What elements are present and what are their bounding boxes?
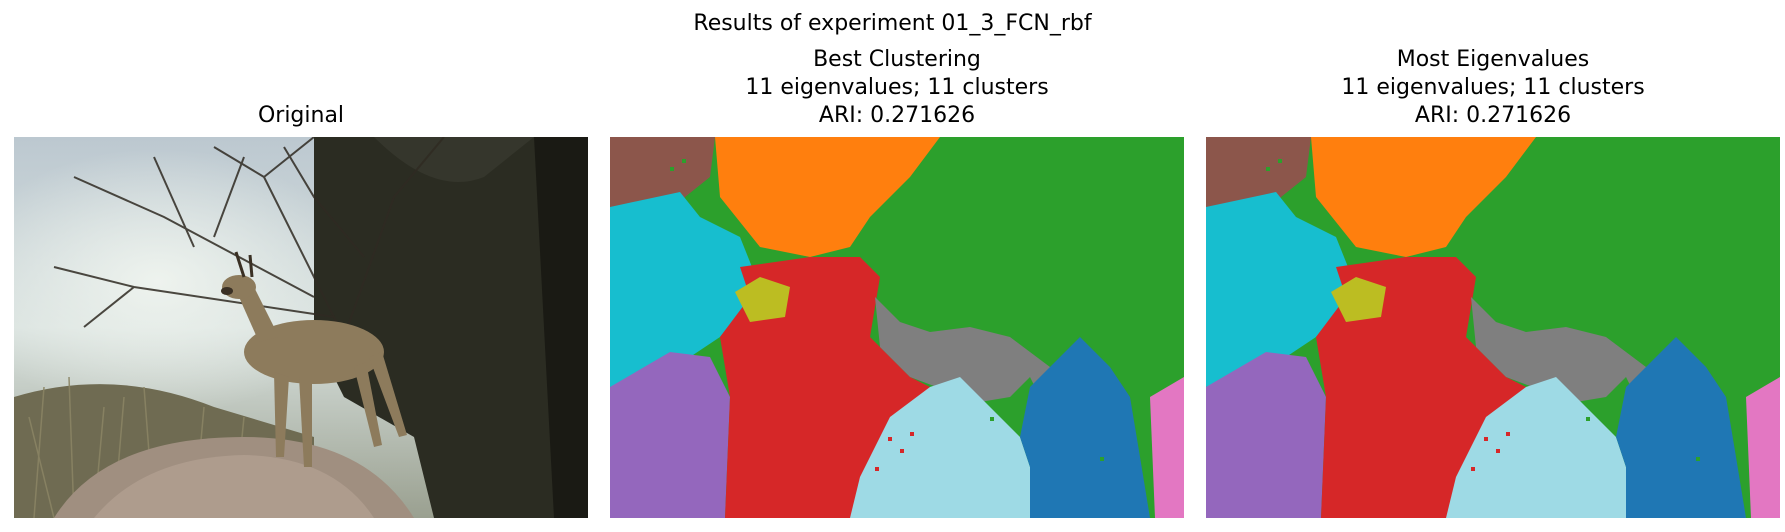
segmentation-map-most [1206, 137, 1780, 518]
panel-ari-line: ARI: 0.271626 [1414, 103, 1572, 128]
panel-subtitle-line: 11 eigenvalues; 11 clusters [1341, 75, 1645, 100]
segmentation-map-best [610, 137, 1184, 518]
panel-best-clustering: Best Clustering 11 eigenvalues; 11 clust… [610, 0, 1184, 532]
panel-title: Best Clustering 11 eigenvalues; 11 clust… [610, 46, 1184, 130]
panel-title: Most Eigenvalues 11 eigenvalues; 11 clus… [1206, 46, 1780, 130]
panel-most-eigenvalues: Most Eigenvalues 11 eigenvalues; 11 clus… [1206, 0, 1780, 532]
panel-title-line: Original [257, 103, 345, 128]
panel-subtitle-line: 11 eigenvalues; 11 clusters [745, 75, 1049, 100]
panel-title-line: Most Eigenvalues [1396, 47, 1590, 72]
panel-title-line: Best Clustering [813, 47, 981, 72]
panel-original: Original [14, 0, 588, 532]
panel-ari-line: ARI: 0.271626 [818, 103, 976, 128]
original-photo [14, 137, 588, 518]
panel-title: Original [14, 102, 588, 130]
figure-suptitle: Results of experiment 01_3_FCN_rbf [693, 11, 1092, 36]
